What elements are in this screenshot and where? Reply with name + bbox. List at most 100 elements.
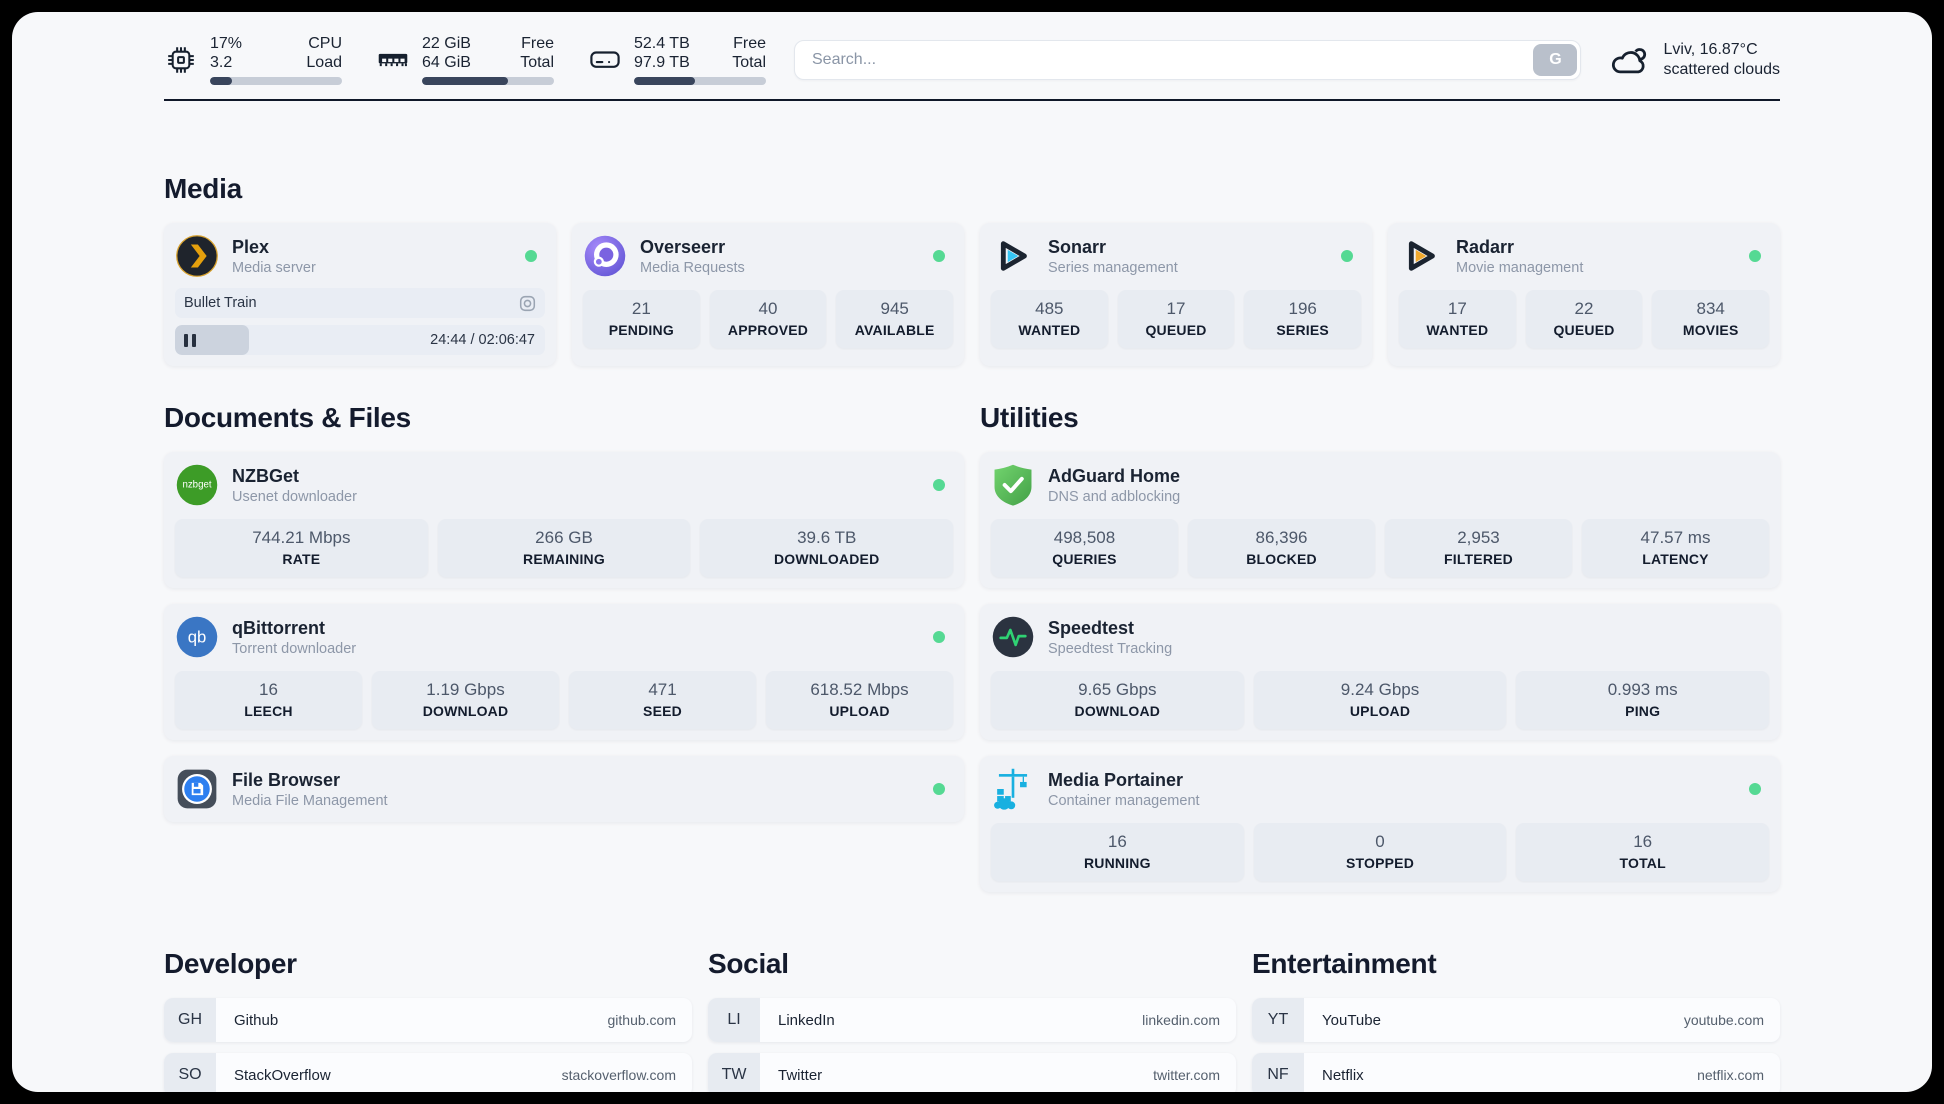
cloud-icon	[1609, 42, 1651, 78]
section-heading-utilities: Utilities	[980, 402, 1079, 433]
app-title: Plex	[232, 236, 270, 257]
stat-tile-rate: 744.21 Mbps RATE	[175, 519, 428, 577]
bookmark-abbr: LI	[708, 998, 760, 1042]
bookmark-name: Github	[234, 1011, 279, 1029]
stat-tile-download: 9.65 Gbps DOWNLOAD	[991, 671, 1244, 729]
app-subtitle: Media Requests	[640, 259, 745, 276]
stat-value: 9.65 Gbps	[1078, 680, 1157, 699]
stat-label: AVAILABLE	[854, 322, 935, 338]
app-card-filebrowser[interactable]: File Browser Media File Management	[164, 756, 964, 822]
app-title: qBittorrent	[232, 617, 325, 638]
status-dot	[525, 250, 537, 262]
svg-text:nzbget: nzbget	[182, 480, 211, 491]
view-session-icon[interactable]	[519, 295, 536, 312]
app-card-adguard[interactable]: AdGuard Home DNS and adblocking 498,508 …	[980, 452, 1780, 588]
stat-label: UPLOAD	[829, 703, 890, 719]
status-dot	[1749, 250, 1761, 262]
status-dot	[933, 479, 945, 491]
stat-label: FILTERED	[1443, 551, 1513, 567]
disk-icon	[588, 43, 622, 77]
status-dot	[933, 631, 945, 643]
app-card-speedtest[interactable]: Speedtest Speedtest Tracking 9.65 Gbps D…	[980, 604, 1780, 740]
app-title: Media Portainer	[1048, 769, 1184, 790]
stat-tile-wanted: 485 WANTED	[991, 290, 1108, 348]
adguard-icon	[991, 463, 1035, 507]
app-subtitle: Container management	[1048, 792, 1200, 809]
weather-location: Lviv, 16.87°C	[1663, 40, 1758, 58]
radarr-icon	[1399, 234, 1443, 278]
stat-tile-upload: 618.52 Mbps UPLOAD	[766, 671, 953, 729]
stat-label: SEED	[643, 703, 682, 719]
app-card-plex[interactable]: Plex Media server Bullet Train 24	[164, 223, 556, 366]
app-card-overseerr[interactable]: Overseerr Media Requests 21 PENDING 40 A…	[572, 223, 964, 366]
stat-label: TOTAL	[1619, 855, 1666, 871]
stat-value: 834	[1696, 299, 1725, 318]
stat-tile-series: 196 SERIES	[1244, 290, 1362, 348]
bookmark-row-linkedin[interactable]: LI LinkedIn linkedin.com	[708, 998, 1236, 1042]
bookmark-domain: stackoverflow.com	[561, 1067, 676, 1083]
stat-tile-leech: 16 LEECH	[175, 671, 362, 729]
stat-value: 0	[1375, 832, 1385, 851]
stat-tile-pending: 21 PENDING	[583, 290, 700, 348]
app-card-nzbget[interactable]: nzbget NZBGet Usenet downloader 744.21 M…	[164, 452, 964, 588]
stat-tile-wanted: 17 WANTED	[1399, 290, 1516, 348]
pause-button[interactable]	[184, 333, 196, 347]
search-engine-button[interactable]: G	[1533, 43, 1578, 76]
dashboard-page: 17% 3.2 CPU Load	[12, 12, 1932, 1092]
stat-value: 39.6 TB	[797, 528, 857, 547]
bookmark-name: YouTube	[1322, 1011, 1381, 1029]
section-heading-media: Media	[164, 173, 242, 204]
cpu-icon	[164, 43, 198, 77]
stat-value: 16	[1107, 832, 1127, 851]
memory-values: 22 GiB 64 GiB	[422, 35, 471, 71]
stat-tile-approved: 40 APPROVED	[709, 290, 827, 348]
filebrowser-icon	[175, 767, 219, 811]
weather-condition: scattered clouds	[1663, 60, 1780, 78]
stat-value: 9.24 Gbps	[1340, 680, 1420, 699]
memory-progress-track	[422, 77, 554, 85]
stat-tile-queued: 22 QUEUED	[1525, 290, 1643, 348]
bookmark-abbr: TW	[708, 1053, 760, 1092]
plex-icon	[175, 234, 219, 278]
bookmark-row-youtube[interactable]: YT YouTube youtube.com	[1252, 998, 1780, 1042]
bookmark-row-netflix[interactable]: NF Netflix netflix.com	[1252, 1053, 1780, 1092]
stat-label: SERIES	[1276, 322, 1329, 338]
stat-value: 17	[1447, 299, 1467, 318]
bookmark-abbr: NF	[1252, 1053, 1304, 1092]
resource-widgets: 17% 3.2 CPU Load	[164, 34, 766, 85]
stat-value: 2,953	[1457, 528, 1500, 547]
app-card-qbittorrent[interactable]: qb qBittorrent Torrent downloader 16 LEE…	[164, 604, 964, 740]
search-input[interactable]	[798, 50, 1534, 69]
stat-tile-blocked: 86,396 BLOCKED	[1188, 519, 1375, 577]
stat-value: 16	[259, 680, 278, 699]
bookmark-row-stackoverflow[interactable]: SO StackOverflow stackoverflow.com	[164, 1053, 692, 1092]
stat-value: 86,396	[1255, 528, 1308, 547]
app-card-portainer[interactable]: Media Portainer Container management 16 …	[980, 756, 1780, 892]
bookmarks-entertainment: Entertainment YT YouTube youtube.com NF …	[1252, 948, 1780, 1092]
stat-value: 618.52 Mbps	[810, 680, 909, 699]
player-row[interactable]: 24:44 / 02:06:47	[175, 325, 545, 355]
memory-labels: Free Total	[520, 35, 554, 71]
app-title: Radarr	[1456, 236, 1515, 257]
bookmark-row-twitter[interactable]: TW Twitter twitter.com	[708, 1053, 1236, 1092]
stat-label: DOWNLOAD	[1074, 703, 1161, 719]
stat-tile-remaining: 266 GB REMAINING	[437, 519, 691, 577]
app-title: AdGuard Home	[1048, 465, 1181, 486]
bookmark-abbr: SO	[164, 1053, 216, 1092]
memory-icon	[376, 43, 410, 77]
app-card-sonarr[interactable]: Sonarr Series management 485 WANTED 17 Q…	[980, 223, 1372, 366]
stat-value: 17	[1166, 299, 1186, 318]
top-bar: 17% 3.2 CPU Load	[164, 34, 1780, 85]
utilities-column: Utilities AdGuard Home	[980, 402, 1780, 892]
app-subtitle: Movie management	[1456, 259, 1584, 276]
disk-widget: 52.4 TB 97.9 TB Free Total	[588, 34, 766, 85]
cpu-progress-track	[210, 77, 342, 85]
stat-value: 21	[631, 299, 651, 318]
stat-label: RUNNING	[1083, 855, 1151, 871]
bookmark-row-github[interactable]: GH Github github.com	[164, 998, 692, 1042]
app-card-radarr[interactable]: Radarr Movie management 17 WANTED 22 QUE…	[1388, 223, 1780, 366]
cpu-labels: CPU Load	[306, 35, 342, 71]
stat-value: 498,508	[1053, 528, 1116, 547]
playback-progress	[175, 325, 249, 355]
bookmark-name: Netflix	[1322, 1066, 1364, 1084]
